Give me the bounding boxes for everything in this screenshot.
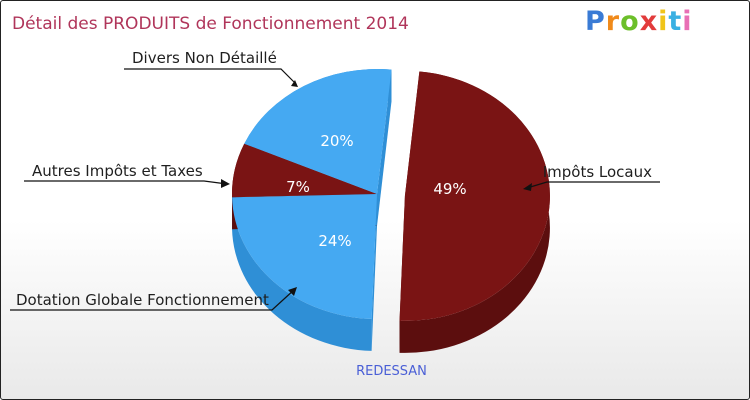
chart-title: Détail des PRODUITS de Fonctionnement 20… <box>12 14 409 34</box>
slice-tops <box>232 69 550 321</box>
label-autres: Autres Impôts et Taxes <box>32 162 203 180</box>
label-dotation: Dotation Globale Fonctionnement <box>16 291 269 309</box>
leader-line-autres <box>24 180 228 185</box>
leader-arrowheads <box>221 80 532 296</box>
chart-footer: REDESSAN <box>356 364 427 379</box>
slice-autres-impots-et-taxes <box>232 143 377 198</box>
slice-divers-non-detaille <box>244 69 392 194</box>
pct-autres: 7% <box>286 178 310 196</box>
logo-letter-p: P <box>585 6 606 37</box>
pct-impots-locaux: 49% <box>433 180 466 198</box>
slice-side-dotation-globale-fonctionnement <box>232 197 372 351</box>
logo-letter-o: o <box>620 6 640 37</box>
logo-letter-x: x <box>639 6 659 37</box>
label-divers: Divers Non Détaillé <box>132 49 277 67</box>
arrowhead-impots-locaux <box>523 183 532 191</box>
leader-line-dotation <box>10 288 296 311</box>
logo-letter-i: i <box>658 6 669 37</box>
leader-line-impots-locaux <box>526 181 660 189</box>
slice-wall-divers-non-detaille-1 <box>377 69 392 226</box>
pct-divers: 20% <box>320 132 353 150</box>
slice-dotation-globale-fonctionnement <box>232 194 377 319</box>
logo-letter-r: r <box>605 6 621 37</box>
arrowhead-divers <box>291 80 298 87</box>
pct-dotation: 24% <box>318 232 351 250</box>
proxiti-logo: Proxiti <box>585 6 693 37</box>
label-impots-locaux: Impôts Locaux <box>543 163 652 181</box>
arrowhead-autres <box>221 179 230 188</box>
leader-line-divers <box>124 68 297 85</box>
arrowhead-dotation <box>288 287 297 296</box>
leader-lines <box>10 68 660 311</box>
logo-letter-t: t <box>668 6 683 37</box>
slice-impots-locaux <box>399 71 550 321</box>
logo-letter-i2: i <box>682 6 693 37</box>
slice-wall-dotation-globale-fonctionnement-0 <box>371 194 377 351</box>
